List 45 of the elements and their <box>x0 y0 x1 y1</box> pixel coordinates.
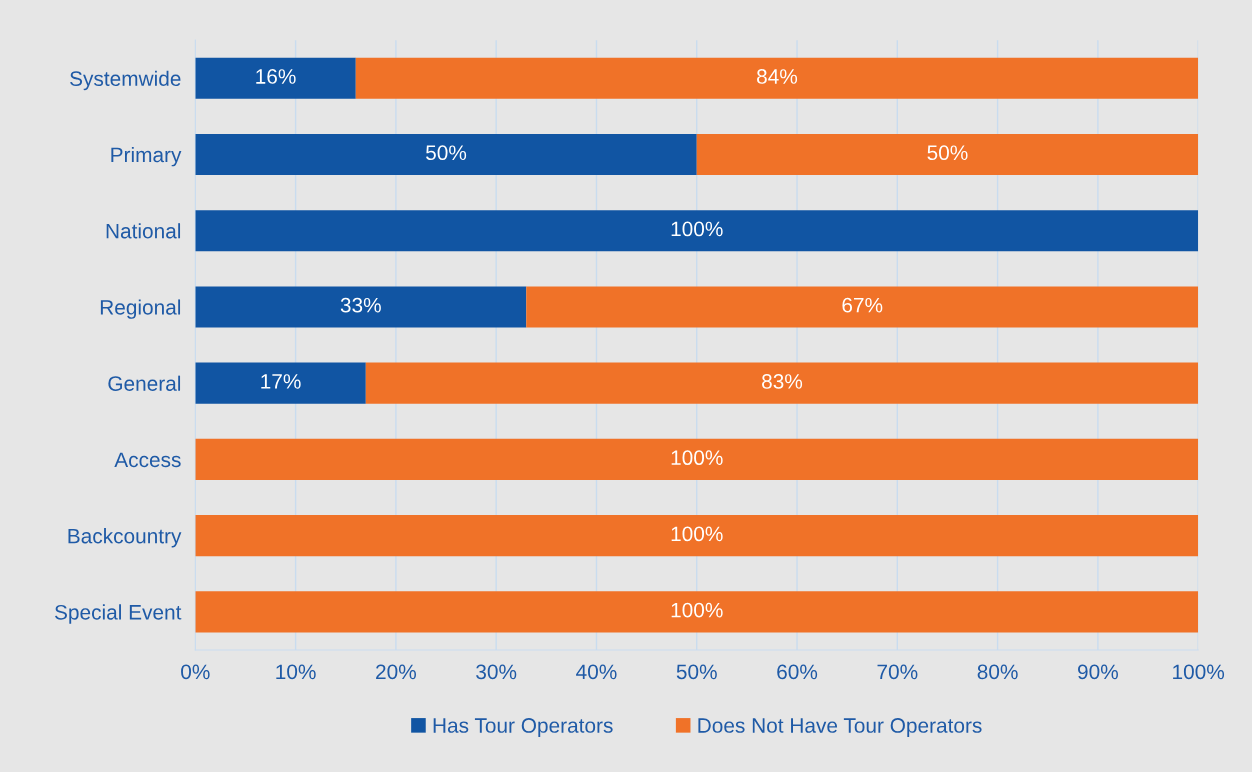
x-tick-label: 40% <box>576 664 617 680</box>
y-tick-label: Access <box>114 452 181 468</box>
data-label: 100% <box>671 526 723 542</box>
bar <box>195 286 527 328</box>
x-tick-label: 30% <box>476 664 517 680</box>
x-tick-label: 0% <box>181 664 210 680</box>
bar <box>195 438 1199 481</box>
data-label: 16% <box>256 69 296 84</box>
bar <box>195 210 1199 252</box>
x-tick-label: 60% <box>777 664 818 680</box>
bar <box>696 133 1199 176</box>
y-tick-label: Regional <box>100 299 181 319</box>
data-label: 50% <box>927 145 968 161</box>
bar <box>195 515 1199 557</box>
bar <box>355 57 1199 99</box>
x-tick-label: 20% <box>376 664 416 680</box>
x-tick-label: 100% <box>1173 664 1225 680</box>
x-tick-label: 90% <box>1078 664 1118 680</box>
data-label: 100% <box>671 602 723 618</box>
legend-label: Does Not Have Tour Operators <box>698 718 982 737</box>
y-tick-label: National <box>106 223 181 239</box>
bar <box>195 362 366 404</box>
data-label: 100% <box>671 221 723 237</box>
data-label: 17% <box>261 374 301 389</box>
x-tick-label: 10% <box>276 664 316 680</box>
bar <box>526 286 1199 328</box>
legend-label: Has Tour Operators <box>433 718 613 737</box>
y-tick-label: Systemwide <box>70 70 181 91</box>
x-tick-label: 70% <box>877 664 918 680</box>
y-tick-label: Backcountry <box>68 528 182 548</box>
x-tick-label: 50% <box>676 664 717 680</box>
data-label: 83% <box>762 374 803 389</box>
bar <box>195 57 356 99</box>
y-tick-label: Special Event <box>54 604 182 624</box>
data-label: 100% <box>671 450 723 466</box>
data-label: 33% <box>340 297 381 313</box>
data-label: 84% <box>757 69 798 84</box>
x-tick-label: 80% <box>977 664 1018 680</box>
bar <box>195 133 697 176</box>
y-tick-label: General <box>108 375 181 391</box>
bar <box>195 591 1199 633</box>
data-label: 50% <box>426 145 467 161</box>
y-tick-label: Primary <box>111 146 182 167</box>
data-label: 67% <box>842 297 883 313</box>
bar <box>365 362 1199 404</box>
